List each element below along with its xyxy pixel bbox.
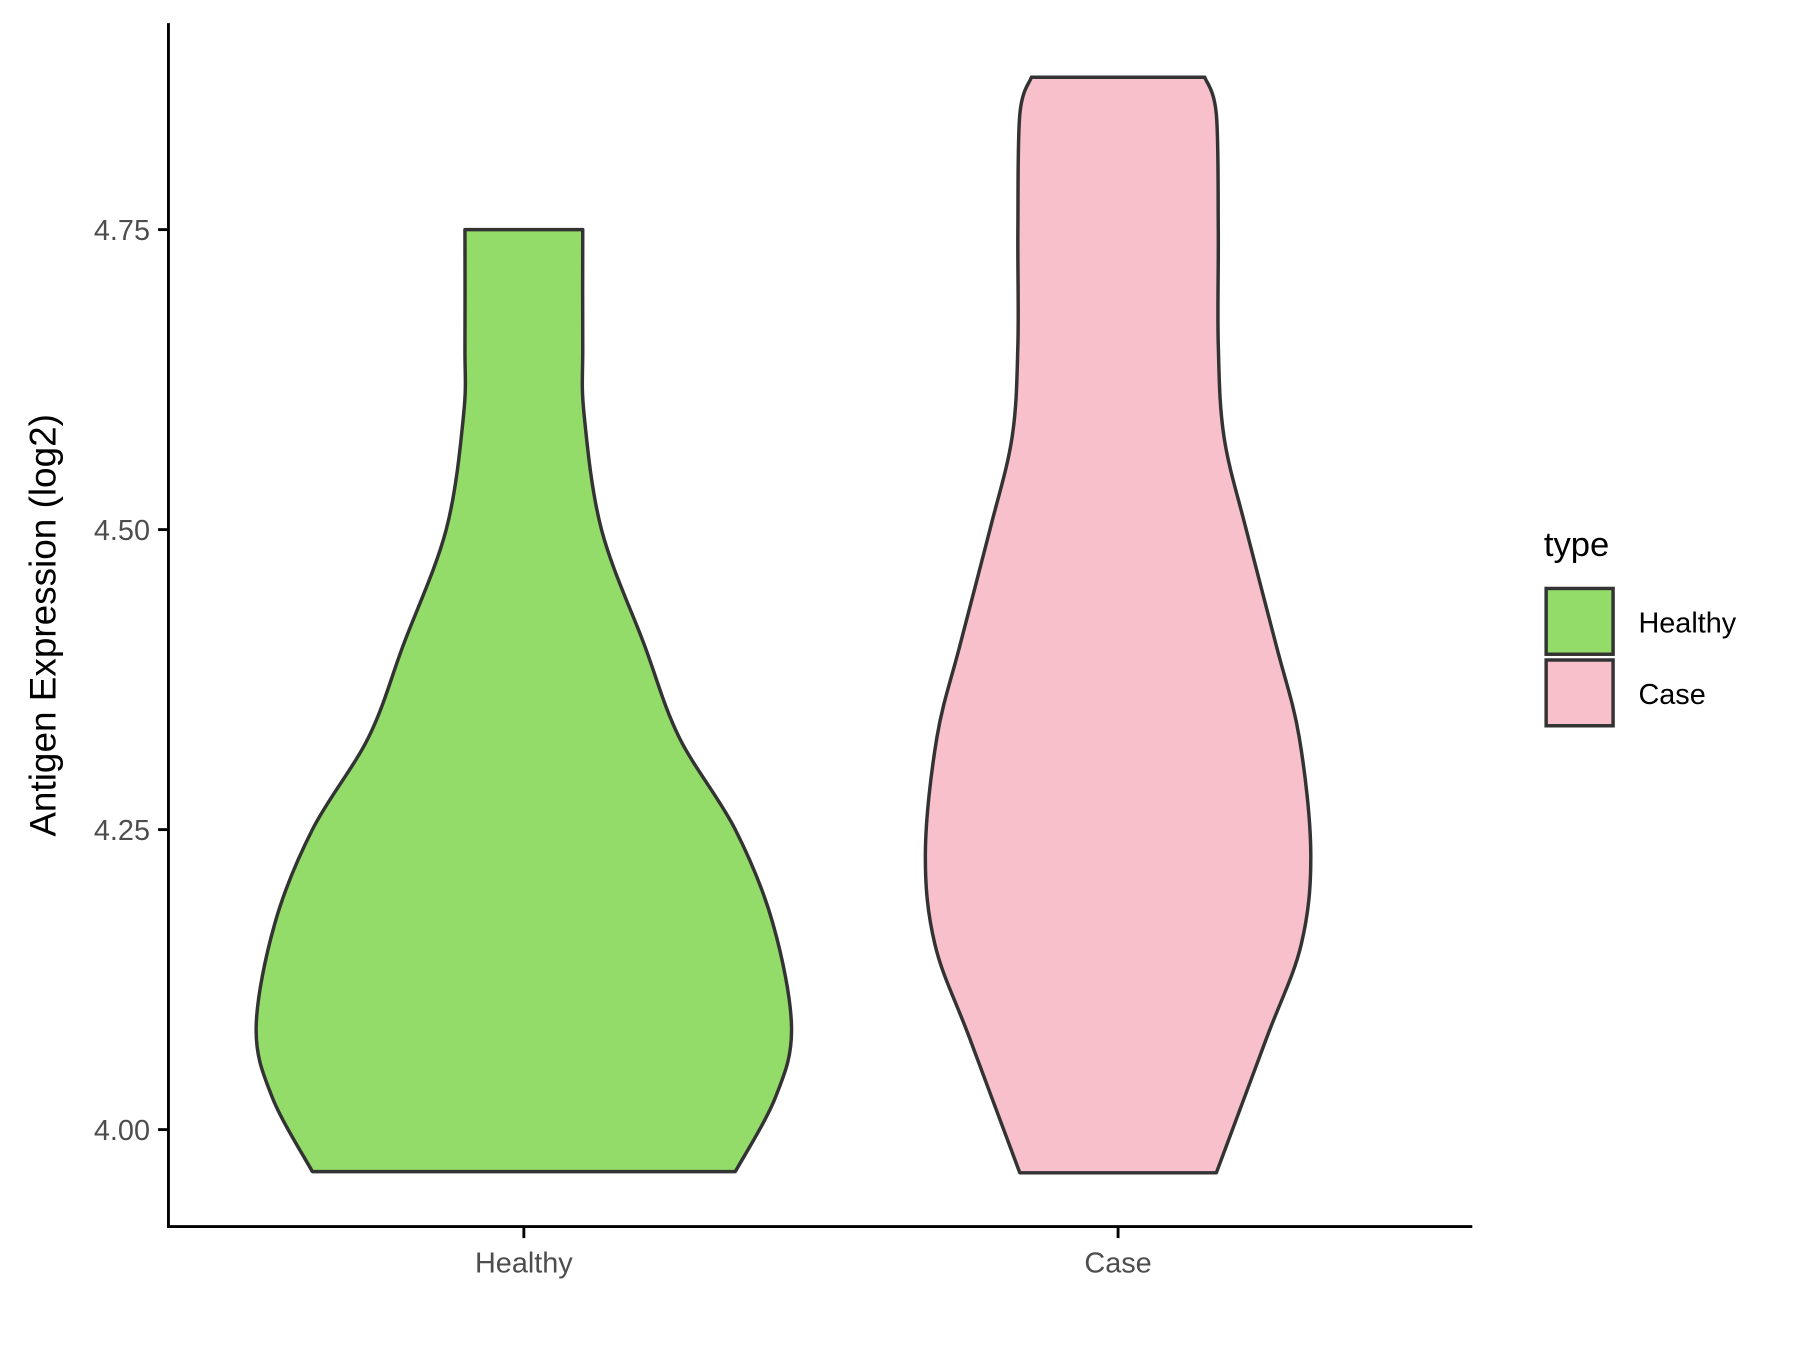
x-ticks: Healthy Case xyxy=(475,1226,1152,1280)
y-tick-label: 4.75 xyxy=(94,215,150,247)
y-ticks: 4.00 4.25 4.50 4.75 xyxy=(94,215,169,1147)
y-tick-label: 4.00 xyxy=(94,1115,150,1147)
legend-key-healthy xyxy=(1544,586,1615,656)
legend: Healthy Case xyxy=(1544,586,1737,728)
legend-title: type xyxy=(1544,526,1609,564)
legend-label: Case xyxy=(1638,679,1705,711)
y-tick-label: 4.50 xyxy=(94,515,150,547)
x-tick-label: Healthy xyxy=(475,1248,573,1280)
legend-label: Healthy xyxy=(1638,607,1736,639)
x-tick-label: Case xyxy=(1084,1248,1151,1280)
violin-healthy xyxy=(254,227,794,1174)
violin-case xyxy=(923,75,1313,1175)
violins xyxy=(254,75,1313,1175)
legend-key-case xyxy=(1544,658,1615,728)
y-axis-label: Antigen Expression (log2) xyxy=(22,414,63,837)
y-tick-label: 4.25 xyxy=(94,815,150,847)
